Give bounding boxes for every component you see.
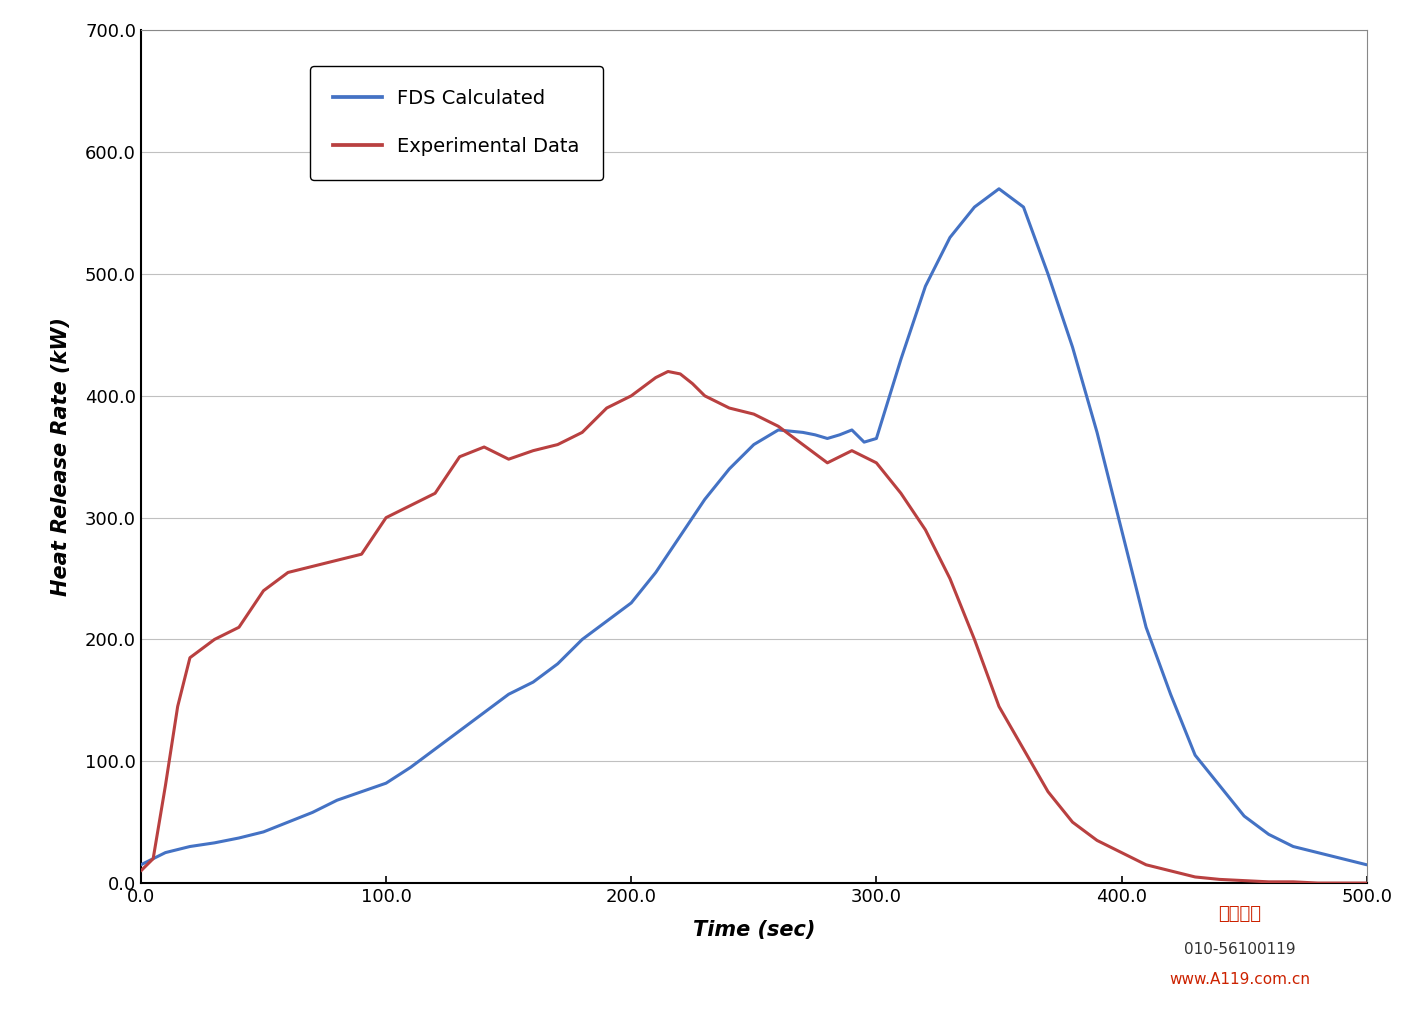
- FDS Calculated: [427, 743, 444, 755]
- Text: 万霖消防: 万霖消防: [1219, 904, 1261, 923]
- Experimental Data: [659, 365, 676, 378]
- Line: FDS Calculated: FDS Calculated: [141, 189, 1367, 865]
- Experimental Data: [1358, 877, 1375, 889]
- Experimental Data: [868, 457, 885, 469]
- Experimental Data: [1309, 877, 1326, 889]
- FDS Calculated: [1236, 810, 1253, 822]
- FDS Calculated: [1334, 853, 1351, 865]
- Experimental Data: [819, 457, 836, 469]
- Experimental Data: [573, 426, 590, 438]
- Experimental Data: [1064, 816, 1081, 828]
- Text: 010-56100119: 010-56100119: [1184, 942, 1296, 956]
- Experimental Data: [132, 865, 149, 877]
- FDS Calculated: [255, 826, 272, 838]
- Text: www.A119.com.cn: www.A119.com.cn: [1169, 972, 1310, 987]
- Line: Experimental Data: Experimental Data: [141, 371, 1367, 883]
- Y-axis label: Heat Release Rate (kW): Heat Release Rate (kW): [51, 318, 70, 596]
- FDS Calculated: [991, 183, 1007, 195]
- X-axis label: Time (sec): Time (sec): [693, 920, 814, 940]
- FDS Calculated: [132, 859, 149, 871]
- Legend: FDS Calculated, Experimental Data: FDS Calculated, Experimental Data: [310, 66, 603, 180]
- Experimental Data: [917, 524, 934, 536]
- FDS Calculated: [599, 615, 616, 627]
- Experimental Data: [145, 853, 162, 865]
- FDS Calculated: [1358, 859, 1375, 871]
- FDS Calculated: [354, 786, 371, 798]
